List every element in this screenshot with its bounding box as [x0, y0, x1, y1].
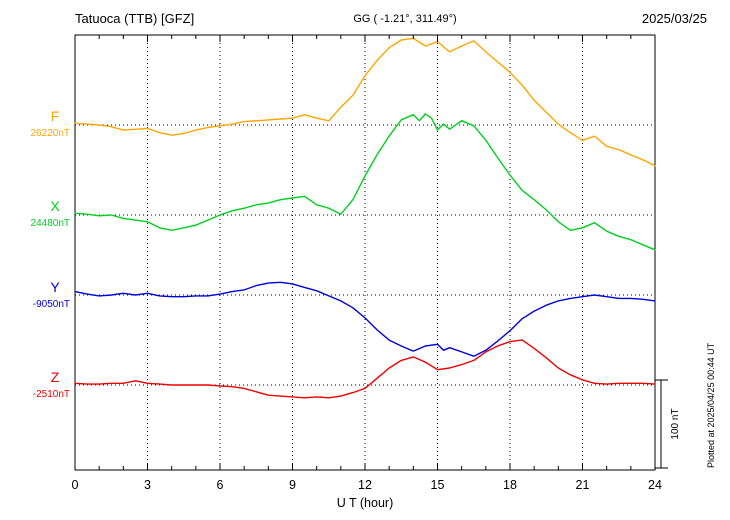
- series-value-Z: -2510nT: [33, 389, 70, 400]
- series-line-Y: [74, 281, 656, 357]
- series-label-Z: Z: [51, 369, 60, 385]
- plot-area-border: [74, 34, 656, 471]
- x-axis-label: U T (hour): [337, 496, 394, 510]
- x-tick-label: 0: [72, 478, 79, 492]
- x-tick-label: 15: [431, 478, 445, 492]
- scale-bar-label: 100 nT: [670, 408, 681, 439]
- series-label-X: X: [50, 198, 60, 214]
- series-value-Y: -9050nT: [33, 299, 70, 310]
- plotted-at-label: Plotted at 2025/04/25 00:44 UT: [706, 342, 716, 468]
- x-tick-label: 3: [144, 478, 151, 492]
- scale-bar: 100 nT: [655, 379, 681, 469]
- station-title: Tatuoca (TTB) [GFZ]: [75, 11, 194, 26]
- series-line-Z: [74, 339, 656, 399]
- series-label-Y: Y: [50, 279, 60, 295]
- geographic-coords: GG ( -1.21°, 311.49°): [353, 13, 456, 25]
- series-line-X: [74, 113, 656, 251]
- series-value-X: 24480nT: [31, 218, 70, 229]
- x-tick-label: 6: [217, 478, 224, 492]
- grid-lines: [75, 35, 655, 470]
- date-label: 2025/03/25: [642, 11, 707, 26]
- x-tick-label: 24: [648, 478, 662, 492]
- x-tick-label: 18: [503, 478, 517, 492]
- axis-ticks: [74, 35, 656, 470]
- x-tick-label: 9: [289, 478, 296, 492]
- series-line-F: [74, 37, 656, 167]
- x-tick-label: 12: [358, 478, 372, 492]
- series-value-F: 26220nT: [31, 128, 70, 139]
- series-lines: [74, 37, 656, 399]
- x-tick-labels: 0 3 6 9 12 15 18 21 24: [72, 478, 662, 492]
- x-tick-label: 21: [576, 478, 590, 492]
- series-label-F: F: [51, 108, 60, 124]
